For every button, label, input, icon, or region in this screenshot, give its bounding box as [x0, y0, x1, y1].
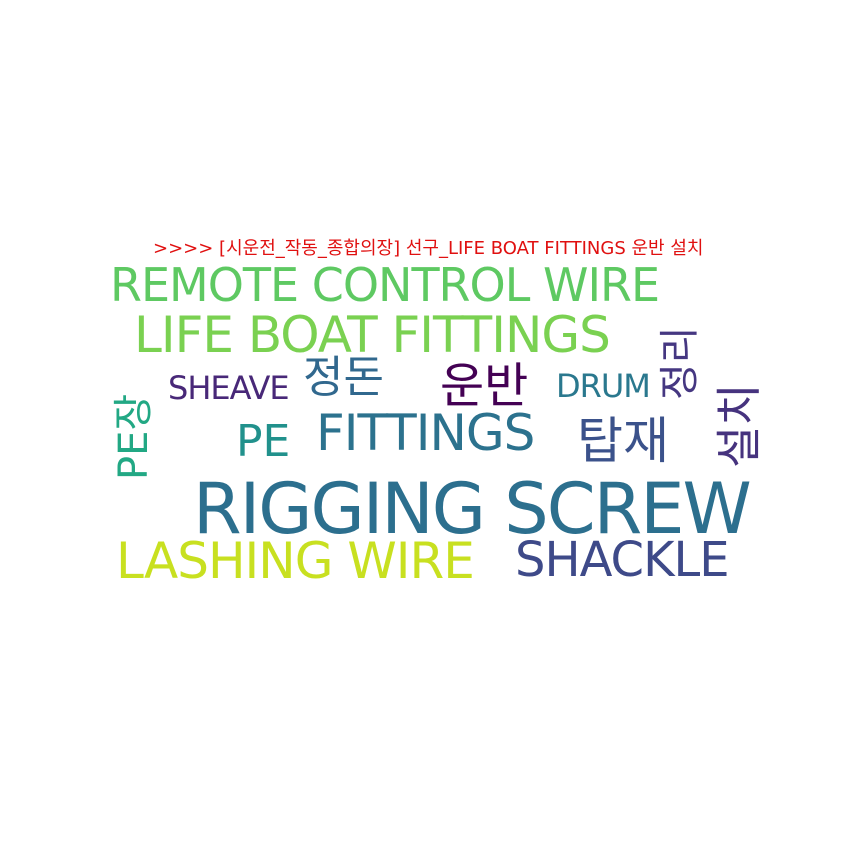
word-shackle: SHACKLE [515, 532, 730, 588]
word-unban: 운반 [440, 358, 529, 414]
word-remote-control-wire: REMOTE CONTROL WIRE [110, 258, 660, 312]
word-fittings: FITTINGS [316, 404, 535, 462]
word-seolchi: 설치 [712, 383, 766, 468]
word-tapjae: 탑재 [577, 412, 669, 470]
word-jeongdon: 정돈 [303, 352, 384, 403]
word-lashing-wire: LASHING WIRE [116, 532, 475, 590]
word-pe-jang: PE장 [111, 393, 157, 480]
cloud-title: >>>> [시운전_작동_종합의장] 선구_LIFE BOAT FITTINGS… [153, 238, 704, 259]
word-rigging-screw: RIGGING SCREW [193, 468, 752, 550]
word-jeongri: 정리 [657, 326, 703, 400]
word-sheave: SHEAVE [168, 369, 290, 407]
word-life-boat-fittings: LIFE BOAT FITTINGS [134, 306, 611, 364]
word-pe: PE [236, 416, 291, 467]
word-drum: DRUM [556, 367, 651, 405]
